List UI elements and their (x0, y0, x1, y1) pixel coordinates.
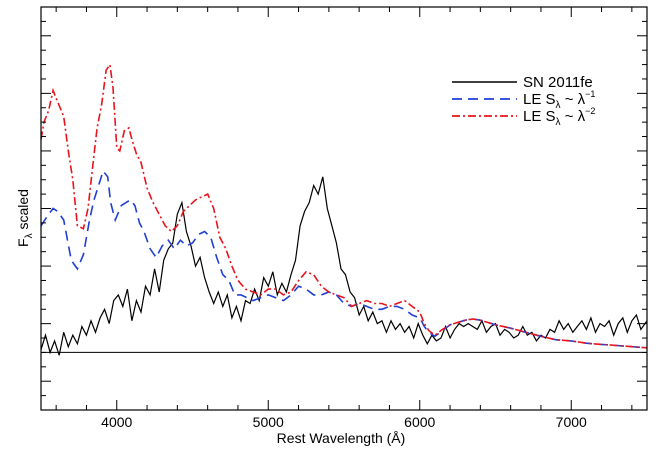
series-line-le2 (40, 62, 648, 349)
y-axis-label: Fλ scaled (15, 189, 35, 247)
x-tick-label: 4000 (101, 414, 132, 430)
legend-label-part: −2 (585, 106, 595, 116)
legend-label-part: LE S (523, 91, 556, 108)
legend-label-part: SN 2011fe (523, 74, 593, 91)
series-line-le1 (40, 169, 648, 349)
legend-label-part: −1 (585, 89, 595, 99)
x-axis-label: Rest Wavelength (Å) (277, 430, 406, 446)
y-axis-label-main: F (15, 238, 31, 247)
y-axis-label-rest: scaled (15, 189, 31, 233)
legend-label-part: LE S (523, 108, 556, 125)
legend-label-part: λ (556, 100, 561, 111)
x-tick-label: 7000 (556, 414, 587, 430)
legend-label-le2: LE Sλ ~ λ−2 (523, 106, 595, 128)
legend-label-le1: LE Sλ ~ λ−1 (523, 89, 595, 111)
legend-label-sn: SN 2011fe (523, 74, 593, 91)
axis-ticks (41, 6, 647, 411)
plot-frame (40, 6, 648, 411)
legend-label-part: ~ λ (561, 91, 586, 108)
x-tick-label: 5000 (253, 414, 284, 430)
legend-label-part: λ (556, 117, 561, 128)
y-axis-label-sub: λ (24, 233, 35, 238)
legend-label-part: ~ λ (561, 108, 586, 125)
series-layer (40, 62, 648, 356)
x-tick-labels: 4000 5000 6000 7000 (101, 414, 587, 430)
x-tick-label: 6000 (404, 414, 435, 430)
series-line-sn (40, 176, 648, 356)
